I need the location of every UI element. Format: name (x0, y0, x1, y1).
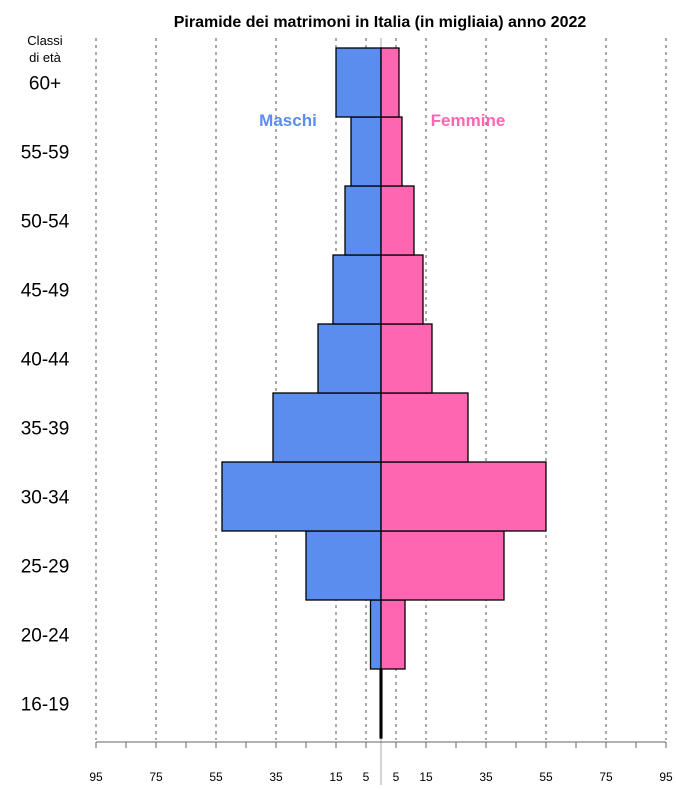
bars-group (221, 47, 547, 739)
y-tick-label-40-44: 40-44 (21, 350, 70, 371)
y-tick-label-55-59: 55-59 (21, 143, 70, 164)
bar-maschi-45-49 (332, 254, 382, 325)
legend: Maschi Femmine (259, 111, 505, 130)
bar-femmine-20-24 (380, 599, 406, 670)
x-tick-label-1: 75 (149, 770, 163, 784)
x-tick-label-11: 95 (659, 770, 673, 784)
x-tick-label-9: 55 (539, 770, 553, 784)
y-tick-label-20-24: 20-24 (21, 626, 70, 647)
y-tick-label-50-54: 50-54 (21, 212, 70, 233)
y-axis-header-line2: di età (29, 50, 62, 65)
bar-maschi-30-34 (221, 461, 382, 532)
y-tick-labels: 16-19 20-24 25-29 30-34 35-39 40-44 45-49 50-54… (21, 74, 70, 716)
x-tick-label-0: 95 (89, 770, 103, 784)
x-axis: 95 75 55 35 15 5 5 15 35 55 75 95 (89, 741, 673, 784)
y-tick-label-16-19: 16-19 (21, 695, 70, 716)
bar-maschi-20-24 (369, 599, 382, 670)
bar-femmine-40-44 (380, 323, 433, 394)
bar-femmine-45-49 (380, 254, 424, 325)
bar-femmine-30-34 (380, 461, 547, 532)
y-tick-label-30-34: 30-34 (21, 488, 70, 509)
bar-maschi-40-44 (317, 323, 382, 394)
bar-maschi-50-54 (344, 185, 382, 256)
y-tick-label-35-39: 35-39 (21, 419, 70, 440)
x-tick-label-8: 35 (479, 770, 493, 784)
bar-femmine-25-29 (380, 530, 505, 601)
x-tick-label-2: 55 (209, 770, 223, 784)
bar-femmine-60+ (380, 47, 400, 118)
bar-femmine-55-59 (380, 116, 403, 187)
chart-title: Piramide dei matrimoni in Italia (in mig… (174, 14, 587, 31)
y-axis-header-line1: Classi (27, 33, 63, 48)
bar-maschi-25-29 (305, 530, 382, 601)
x-tick-label-7: 15 (419, 770, 433, 784)
bar-maschi-35-39 (272, 392, 382, 463)
legend-femmine: Femmine (431, 111, 506, 130)
y-tick-label-25-29: 25-29 (21, 557, 70, 578)
bar-maschi-55-59 (350, 116, 382, 187)
bar-femmine-35-39 (380, 392, 469, 463)
y-tick-label-60+: 60+ (29, 74, 61, 95)
bar-femmine-50-54 (380, 185, 415, 256)
x-tick-label-6: 5 (393, 770, 400, 784)
y-tick-label-45-49: 45-49 (21, 281, 70, 302)
x-tick-label-3: 35 (269, 770, 283, 784)
x-tick-label-4: 15 (329, 770, 343, 784)
x-tick-label-5: 5 (363, 770, 370, 784)
x-tick-label-10: 75 (599, 770, 613, 784)
legend-maschi: Maschi (259, 111, 317, 130)
bar-maschi-60+ (335, 47, 382, 118)
